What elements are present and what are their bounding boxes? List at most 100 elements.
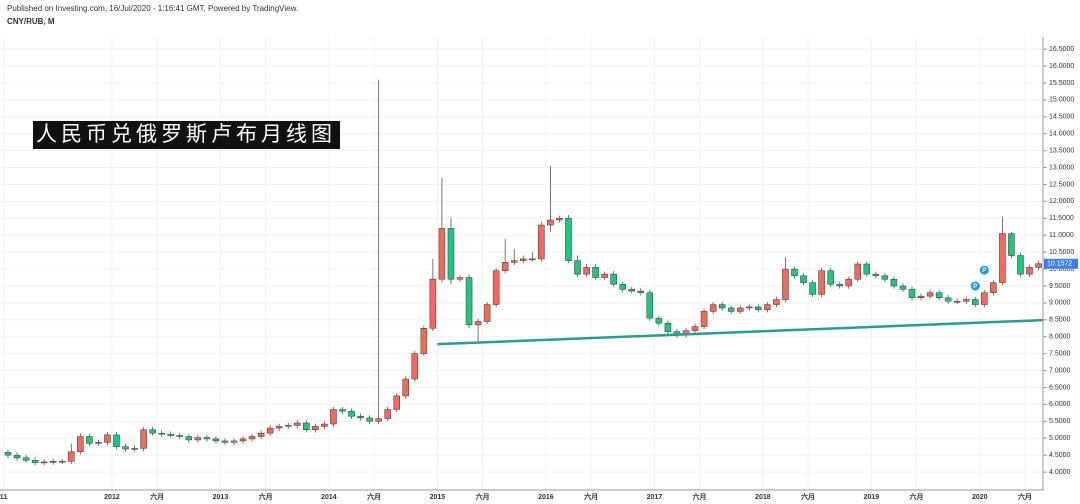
candle-body [68,451,75,462]
x-tick-label: 2014 [321,494,337,501]
candle-body [212,438,220,442]
candle-body [520,258,527,261]
candle-body [149,429,156,434]
candle-body [845,278,852,287]
candle-body [863,263,871,275]
candle-body [456,277,464,280]
candle-body [736,307,744,312]
candle-body [972,299,979,305]
candle-body [628,289,636,292]
candle-body [294,422,301,426]
candle-body [538,224,545,260]
x-tick-label: 2018 [755,494,771,501]
y-tick-label: 6.0000 [1049,401,1071,408]
x-tick-label: 11 [0,494,7,501]
x-tick-label: 2017 [647,494,663,501]
grid [0,37,1043,490]
last-value-label: 10.1572 [1047,261,1072,268]
x-tick-label: 2019 [864,494,880,501]
y-tick-label: 13.0000 [1049,164,1074,171]
y-tick-label: 16.0000 [1049,63,1074,70]
x-tick-label: 六月 [584,492,598,501]
candle-body [872,273,880,277]
candle-body [827,270,834,285]
candle-body [420,328,428,354]
x-tick-label: 六月 [1018,492,1032,501]
trendline [437,318,1044,346]
candle-body [266,427,274,434]
candle-body [935,292,943,299]
candle-body [854,263,862,280]
y-tick-label: 11.0000 [1049,232,1074,239]
candle-body [990,282,997,293]
candle-body [95,442,102,444]
x-tick-label: 六月 [476,492,490,501]
candle-body [908,289,916,299]
candle-body [284,425,292,427]
title-box [33,121,340,149]
candle-body [962,299,970,302]
candle-body [718,304,726,309]
candle-body [104,434,111,443]
y-tick-label: 15.5000 [1049,80,1074,87]
chart-title: 人民币兑俄罗斯卢布月线图 [36,123,336,146]
candle-body [782,268,789,300]
x-tick-label: 2013 [213,494,229,501]
x-tick-label: 六月 [693,492,707,501]
candle-body [574,260,581,275]
candle-body [890,278,898,287]
candle-body [366,417,373,422]
candle-body [131,448,138,450]
candle-body [31,459,39,463]
candle-body [547,219,554,226]
last-value-box [1044,258,1078,269]
x-tick-label: 六月 [259,492,273,501]
candle-body [303,422,310,431]
candle-body [1017,255,1024,275]
candle-body [565,218,572,261]
x-tick-label: 2015 [430,494,446,501]
candle-body [221,440,229,443]
y-tick-label: 14.0000 [1049,131,1074,138]
x-tick-label: 2016 [538,494,554,501]
y-tick-label: 11.5000 [1049,215,1074,222]
candle-body [655,317,663,324]
candle-body [592,267,599,278]
candle-body [529,258,536,261]
y-tick-label: 8.5000 [1049,317,1071,324]
x-tick-label: 六月 [801,492,815,501]
header: Published on Investing.com, 16/Jul/2020 … [7,4,298,13]
y-tick-label: 14.5000 [1049,114,1074,121]
candle-body [999,233,1006,283]
x-tick-label: 六月 [150,492,164,501]
candle-body [944,297,952,302]
y-tick-label: 5.5000 [1049,418,1071,425]
candle-body [257,432,265,437]
candle-body [176,435,184,437]
candle-body [926,292,934,297]
candle-body [248,436,256,440]
plot: PP [4,79,1044,466]
candle-body [917,295,925,299]
candle-body [402,378,410,397]
y-tick-label: 12.0000 [1049,198,1074,205]
candle-body [755,306,762,310]
candle-body [348,410,355,417]
candle-body [764,304,771,310]
event-marker [970,281,980,291]
candle-body [185,436,193,441]
y-tick-label: 4.0000 [1049,469,1071,476]
candle-body [1035,263,1042,268]
candle-body [646,292,654,319]
candle-body [809,282,816,295]
candle-body [49,460,57,463]
x-tick-label: 2020 [972,494,988,501]
candle-body [483,304,491,322]
candle-body [438,228,446,280]
y-tick-label: 8.0000 [1049,334,1071,341]
candle-body [1026,267,1033,275]
candle-body [881,275,889,280]
y-tick-label: 16.5000 [1049,46,1074,53]
y-tick-label: 7.0000 [1049,367,1071,374]
candle-body [4,452,12,456]
